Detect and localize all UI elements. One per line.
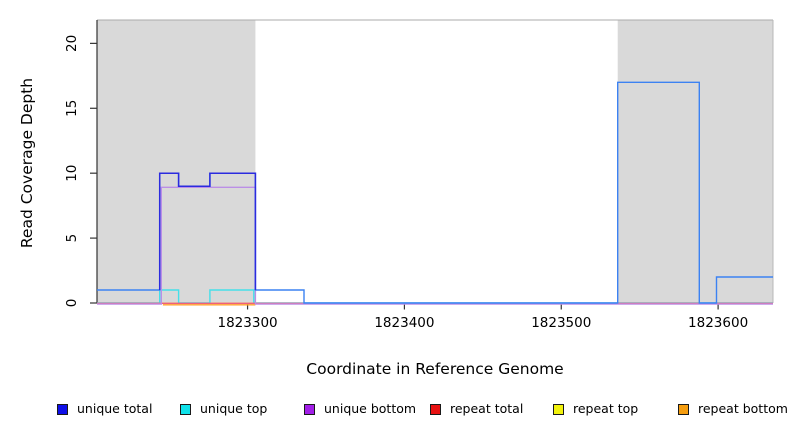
shaded-region (97, 20, 256, 303)
coverage-chart: 1823300 1823400 1823500 1823600 0 5 10 15 20 (64, 19, 774, 331)
shaded-region (617, 20, 773, 303)
legend-swatch-icon (304, 403, 315, 415)
legend-item-unique-top: unique top (180, 401, 267, 417)
legend-swatch-icon (430, 403, 441, 415)
legend-item-repeat-total: repeat total (430, 401, 523, 417)
legend-item-repeat-bottom: repeat bottom (678, 401, 788, 417)
legend-item-label: repeat bottom (698, 401, 788, 416)
legend-swatch-icon (678, 403, 689, 415)
legend-swatch-icon (57, 403, 68, 415)
legend-item-label: repeat total (450, 401, 524, 416)
y-tick-label: 5 (64, 234, 80, 243)
y-tick-label: 15 (64, 100, 80, 117)
x-tick-label: 1823500 (531, 315, 591, 331)
y-axis-title: Read Coverage Depth (18, 77, 36, 249)
legend-item-label: unique total (77, 401, 153, 416)
series-line-unique-bottom (97, 186, 773, 305)
legend-item-label: unique bottom (324, 401, 417, 416)
legend-swatch-icon (180, 403, 191, 415)
legend-item-repeat-top: repeat top (553, 401, 638, 417)
legend-swatch-icon (553, 403, 564, 415)
x-tick-label: 1823600 (688, 315, 748, 331)
legend-item-unique-bottom: unique bottom (304, 401, 416, 417)
x-tick-label: 1823400 (374, 315, 434, 331)
legend-item-unique-total: unique total (57, 401, 152, 417)
x-tick-label: 1823300 (218, 315, 278, 331)
y-tick-label: 10 (64, 165, 80, 182)
legend: unique total unique top unique bottom repea… (0, 401, 792, 421)
y-tick-label: 20 (64, 35, 80, 52)
series-line-accent-unique-total (158, 172, 257, 290)
x-axis-title: Coordinate in Reference Genome (306, 360, 564, 378)
y-tick-label: 0 (64, 299, 80, 308)
legend-item-label: repeat top (573, 401, 639, 416)
legend-item-label: unique top (200, 401, 268, 416)
